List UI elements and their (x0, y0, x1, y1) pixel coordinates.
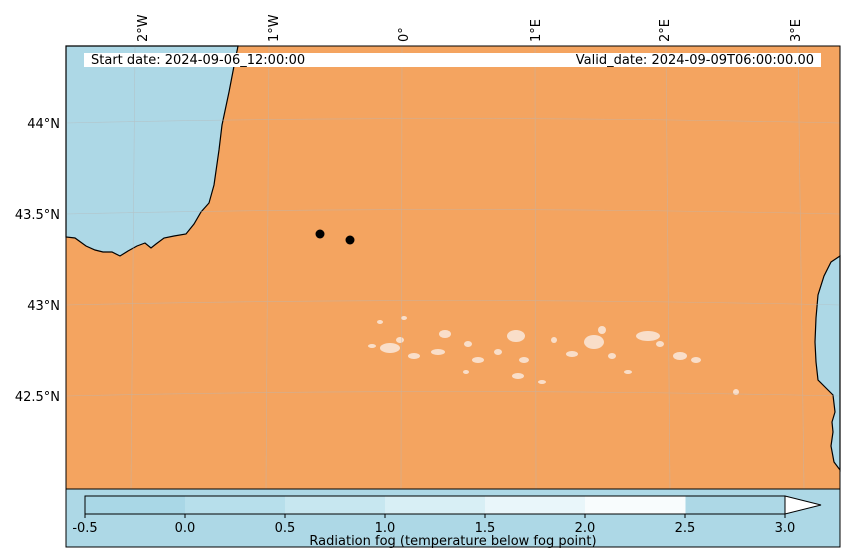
colorbar-tick-label: 2.0 (575, 521, 596, 536)
colorbar-tick-label: 0.0 (175, 521, 196, 536)
lat-label-43n: 43°N (27, 299, 60, 314)
colorbar-outline (84, 495, 786, 515)
lon-label-1e: 1°E (529, 19, 544, 42)
graticule (65, 45, 841, 490)
lon-label-1w: 1°W (267, 14, 282, 42)
colorbar-segments (85, 496, 686, 514)
lon-label-2w: 2°W (136, 14, 151, 42)
location-marker (345, 235, 355, 245)
colorbar-tick-label: 0.5 (275, 521, 296, 536)
lat-label-42-5n: 42.5°N (15, 390, 60, 405)
lat-label-44n: 44°N (27, 117, 60, 132)
sea-mediterranean (814, 254, 841, 472)
lon-label-3e: 3°E (789, 19, 804, 42)
valid-date-label: Valid_date: 2024-09-09T06:00:00.00 (576, 53, 814, 68)
colorbar-segment (85, 496, 186, 514)
colorbar-tick-label: -0.5 (72, 521, 97, 536)
colorbar-segment (185, 496, 286, 514)
colorbar-segment (285, 496, 386, 514)
lat-label-43-5n: 43.5°N (15, 208, 60, 223)
colorbar-segment (585, 496, 686, 514)
colorbar-segment (485, 496, 586, 514)
header-band (84, 53, 821, 67)
location-marker (315, 229, 325, 239)
lon-label-0: 0° (397, 27, 412, 42)
colorbar-ticks: -0.5 0.0 0.5 1.0 1.5 2.0 2.5 3.0 (72, 514, 795, 536)
colorbar-tick-label: 2.5 (675, 521, 696, 536)
start-date-label: Start date: 2024-09-06_12:00:00 (91, 53, 305, 68)
sea-bay-of-biscay (65, 45, 239, 257)
colorbar-tick-label: 1.5 (475, 521, 496, 536)
fog-patches (368, 316, 739, 395)
colorbar-tick-label: 1.0 (375, 521, 396, 536)
colorbar-tick-label: 3.0 (775, 521, 796, 536)
lon-label-2e: 2°E (658, 19, 673, 42)
colorbar-title: Radiation fog (temperature below fog poi… (309, 534, 596, 549)
colorbar-segment (385, 496, 486, 514)
